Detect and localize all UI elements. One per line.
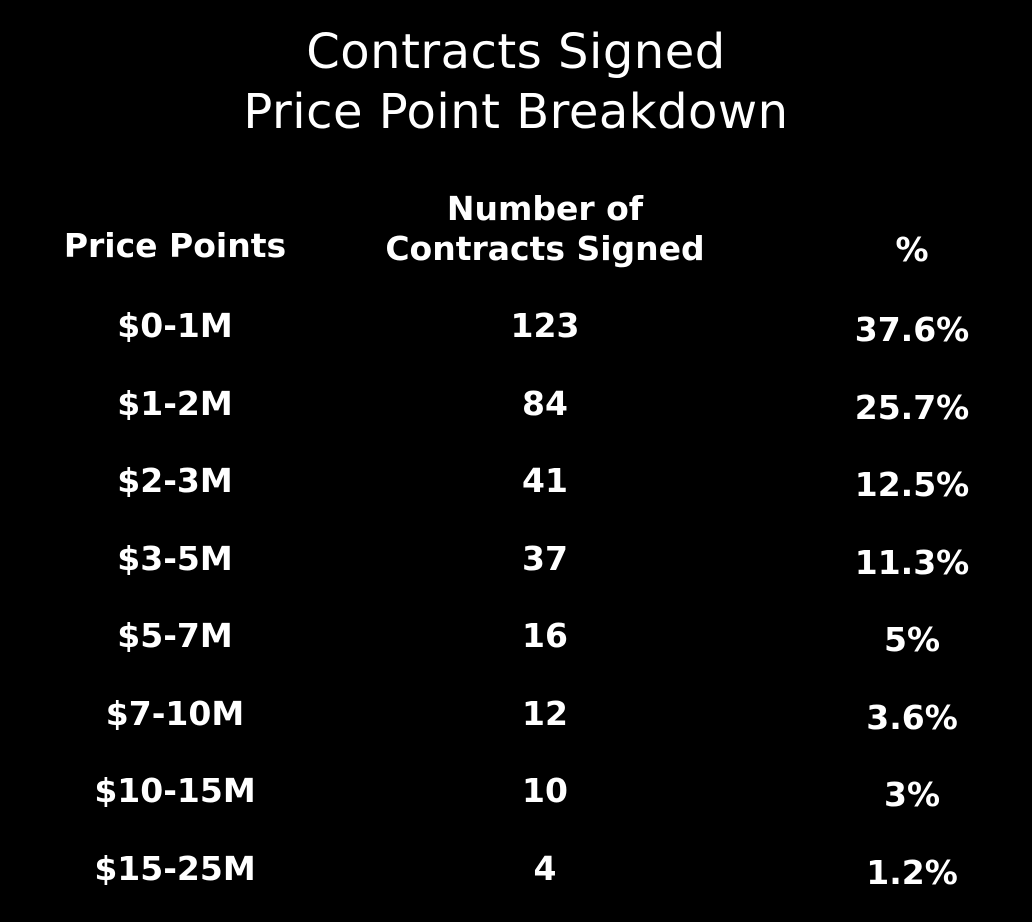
table-row: $15-25M 4 1.2% bbox=[0, 847, 1032, 907]
cell-price-point: $2-3M bbox=[117, 461, 233, 500]
cell-contracts-signed: 37 bbox=[522, 539, 568, 578]
cell-price-point: $0-1M bbox=[117, 306, 233, 345]
table-row: $3-5M 37 11.3% bbox=[0, 537, 1032, 597]
cell-price-point: $10-15M bbox=[94, 771, 256, 810]
table-row: $7-10M 12 3.6% bbox=[0, 692, 1032, 752]
table-row: $2-3M 41 12.5% bbox=[0, 459, 1032, 519]
cell-percent: 1.2% bbox=[866, 853, 958, 892]
cell-percent: 11.3% bbox=[854, 543, 970, 582]
cell-percent: 5% bbox=[883, 620, 941, 659]
cell-contracts-signed: 4 bbox=[533, 849, 557, 888]
chart-title-block: Contracts Signed Price Point Breakdown bbox=[0, 22, 1032, 142]
cell-percent: 3% bbox=[883, 775, 941, 814]
cell-percent: 37.6% bbox=[854, 310, 970, 349]
table-row: $0-1M 123 37.6% bbox=[0, 304, 1032, 364]
table-row: $1-2M 84 25.7% bbox=[0, 382, 1032, 442]
chart-title: Contracts Signed bbox=[306, 24, 726, 80]
cell-percent: 3.6% bbox=[866, 698, 958, 737]
cell-price-point: $7-10M bbox=[105, 694, 245, 733]
chart-subtitle: Price Point Breakdown bbox=[243, 84, 789, 140]
cell-contracts-signed: 123 bbox=[510, 306, 580, 345]
column-header-price-points: Price Points bbox=[20, 226, 330, 266]
cell-percent: 25.7% bbox=[854, 388, 970, 427]
table-row: $10-15M 10 3% bbox=[0, 769, 1032, 829]
column-header-label: % bbox=[895, 230, 929, 269]
cell-price-point: $3-5M bbox=[117, 539, 233, 578]
cell-percent: 12.5% bbox=[854, 465, 970, 504]
cell-contracts-signed: 16 bbox=[522, 616, 568, 655]
column-header-label: Number of bbox=[446, 189, 644, 228]
cell-contracts-signed: 84 bbox=[522, 384, 568, 423]
cell-price-point: $5-7M bbox=[117, 616, 233, 655]
cell-contracts-signed: 41 bbox=[522, 461, 568, 500]
table-row: $5-7M 16 5% bbox=[0, 614, 1032, 674]
column-header-percent: % bbox=[812, 230, 1012, 270]
cell-price-point: $15-25M bbox=[94, 849, 256, 888]
column-header-contracts-signed: Number of Contracts Signed bbox=[345, 189, 745, 269]
cell-contracts-signed: 10 bbox=[522, 771, 568, 810]
column-header-label: Price Points bbox=[63, 226, 287, 265]
cell-price-point: $1-2M bbox=[117, 384, 233, 423]
cell-contracts-signed: 12 bbox=[522, 694, 568, 733]
column-header-label: Contracts Signed bbox=[385, 229, 705, 268]
